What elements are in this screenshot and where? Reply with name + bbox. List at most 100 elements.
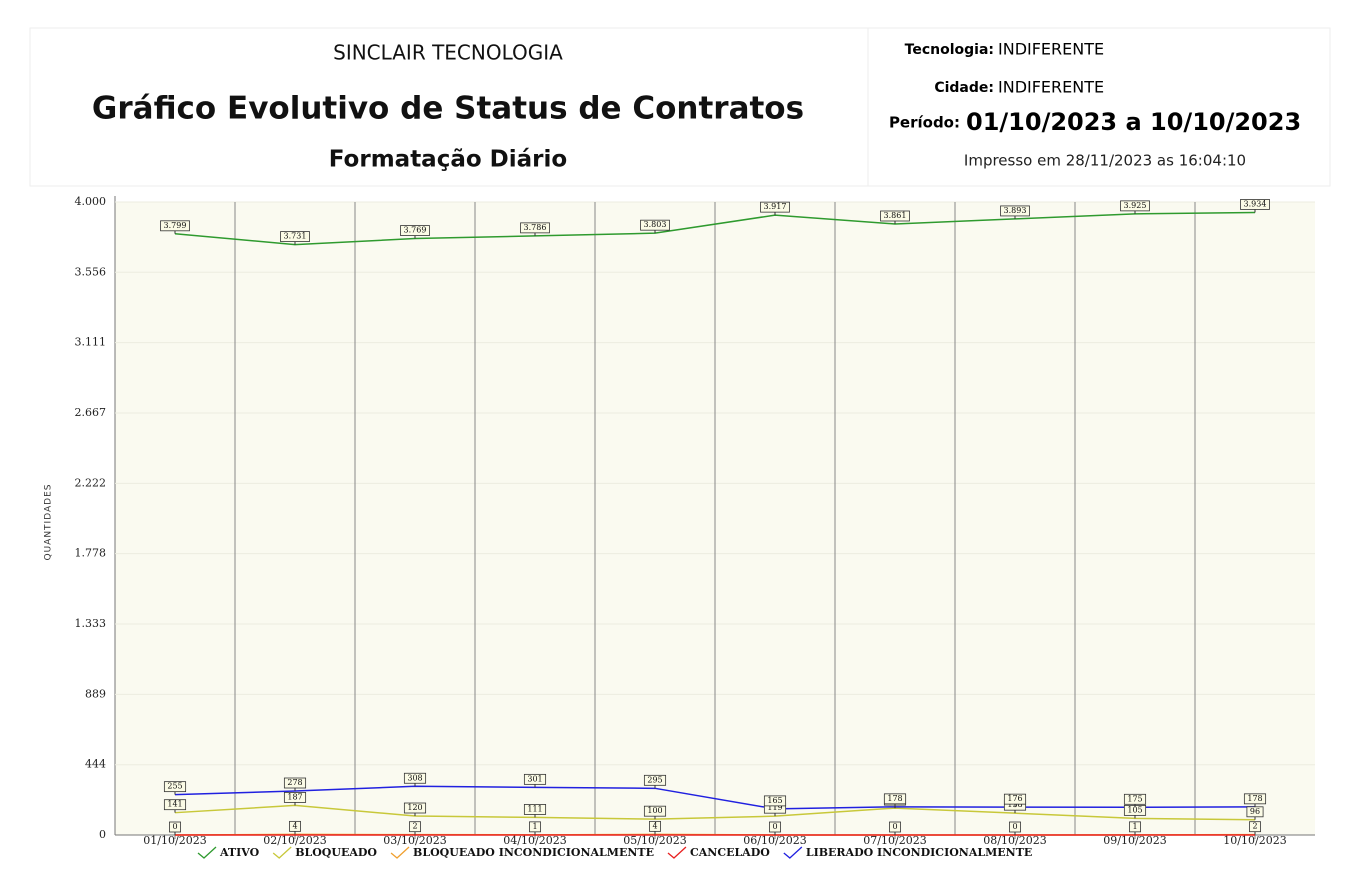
value-label: 3.803 <box>644 220 667 229</box>
value-label: 2 <box>1252 822 1257 831</box>
y-tick-label: 3.556 <box>75 265 107 278</box>
series-line <box>174 804 1256 821</box>
value-label-box <box>883 793 907 805</box>
value-label: 301 <box>527 774 542 783</box>
header-box <box>29 27 1331 187</box>
series-line <box>174 211 1256 246</box>
value-label: 3.861 <box>884 211 907 220</box>
value-label-box <box>1249 821 1261 833</box>
y-tick-label: 1.333 <box>75 617 107 630</box>
value-label: 1 <box>1132 822 1137 831</box>
value-label: 0 <box>1012 822 1017 831</box>
x-tick-label: 03/10/2023 <box>383 834 446 847</box>
value-label: 141 <box>167 800 182 809</box>
value-label: 278 <box>287 778 302 787</box>
value-label: 1 <box>532 822 537 831</box>
value-labels: 3.799 3.731 3.769 3.786 3.803 3.917 3.861 3.893… <box>160 199 1270 835</box>
value-label-box <box>283 777 307 789</box>
printed-at: Impresso em 28/11/2023 as 16:04:10 <box>964 152 1246 170</box>
value-label: 3.934 <box>1244 199 1267 208</box>
x-tick-label: 06/10/2023 <box>743 834 806 847</box>
value-label-box <box>160 220 190 232</box>
value-label-box <box>283 792 307 803</box>
legend-swatch <box>783 846 803 859</box>
value-label-box <box>760 201 790 213</box>
value-label-box <box>523 804 547 815</box>
value-label-box <box>400 225 430 236</box>
value-label: 3.769 <box>404 226 427 235</box>
value-label-box <box>889 821 901 833</box>
value-label-box <box>403 802 427 814</box>
value-label-box <box>523 773 547 785</box>
value-label: 4 <box>292 821 297 830</box>
filters: Tecnologia: INDIFERENTE Cidade: INDIFERE… <box>889 40 1301 137</box>
value-label: 105 <box>1127 805 1142 814</box>
value-label: 0 <box>772 822 777 831</box>
y-tick-label: 4.000 <box>75 195 107 208</box>
x-tick-label: 10/10/2023 <box>1223 834 1286 847</box>
value-label-box <box>1129 821 1141 833</box>
x-tick-label: 01/10/2023 <box>143 834 206 847</box>
value-label-box <box>763 795 787 807</box>
series-line <box>174 785 1256 810</box>
value-label: 295 <box>647 775 662 784</box>
x-tick-label: 08/10/2023 <box>983 834 1046 847</box>
value-label-box <box>1240 199 1270 210</box>
value-label: 100 <box>647 806 662 815</box>
value-label: 3.893 <box>1004 206 1027 215</box>
value-label: 308 <box>407 773 422 782</box>
filter-label: Tecnologia: <box>905 42 994 58</box>
legend-label: LIBERADO INCONDICIONALMENTE <box>806 846 1032 859</box>
value-label: 255 <box>167 782 182 791</box>
value-label: 178 <box>1247 794 1262 803</box>
x-tick-label: 05/10/2023 <box>623 834 686 847</box>
filter-value: 01/10/2023 a 10/10/2023 <box>966 108 1301 136</box>
value-label: 165 <box>767 796 782 805</box>
value-label: 96 <box>1250 807 1260 816</box>
value-label-box <box>1000 205 1030 217</box>
value-label-box <box>1243 793 1267 805</box>
marks <box>174 211 1256 836</box>
value-label-box <box>643 774 667 786</box>
value-label: 3.925 <box>1124 201 1147 210</box>
filter-label: Cidade: <box>934 80 994 96</box>
y-tick-label: 444 <box>85 758 106 771</box>
title: Gráfico Evolutivo de Status de Contratos <box>92 91 804 127</box>
value-label-box <box>649 820 661 832</box>
value-label: 3.917 <box>764 202 787 211</box>
y-tick-label: 2.667 <box>75 406 107 419</box>
value-label: 187 <box>287 792 302 801</box>
filter-value: INDIFERENTE <box>998 40 1104 59</box>
value-label-box <box>169 821 181 833</box>
value-label-box <box>289 820 301 832</box>
value-label-box <box>640 219 670 231</box>
x-tick-label: 09/10/2023 <box>1103 834 1166 847</box>
value-label: 111 <box>527 804 542 813</box>
legend-label: BLOQUEADO INCONDICIONALMENTE <box>413 846 654 859</box>
value-label: 4 <box>652 821 657 830</box>
legend-swatch <box>390 846 410 859</box>
x-tick-label: 02/10/2023 <box>263 834 326 847</box>
value-label-box <box>520 222 550 234</box>
filter-label: Período: <box>889 114 960 132</box>
x-tick-label: 04/10/2023 <box>503 834 566 847</box>
value-label-box <box>880 210 910 222</box>
legend-swatch <box>197 846 217 859</box>
legend: ATIVO BLOQUEADO BLOQUEADO INCONDICIONALMEN… <box>197 846 1032 859</box>
value-label-box <box>643 805 667 817</box>
value-label-box <box>1009 821 1021 833</box>
value-label: 176 <box>1007 794 1022 803</box>
legend-label: ATIVO <box>219 846 260 859</box>
value-label-box <box>403 772 427 784</box>
y-tick-label: 0 <box>99 828 106 841</box>
x-tick-label: 07/10/2023 <box>863 834 926 847</box>
value-label: 2 <box>412 822 417 831</box>
value-label-box <box>1120 200 1150 212</box>
value-label: 3.799 <box>164 221 187 230</box>
value-label-box <box>529 821 541 833</box>
filter-value: INDIFERENTE <box>998 78 1104 97</box>
legend-swatch <box>272 846 292 859</box>
value-label-box <box>163 781 187 793</box>
